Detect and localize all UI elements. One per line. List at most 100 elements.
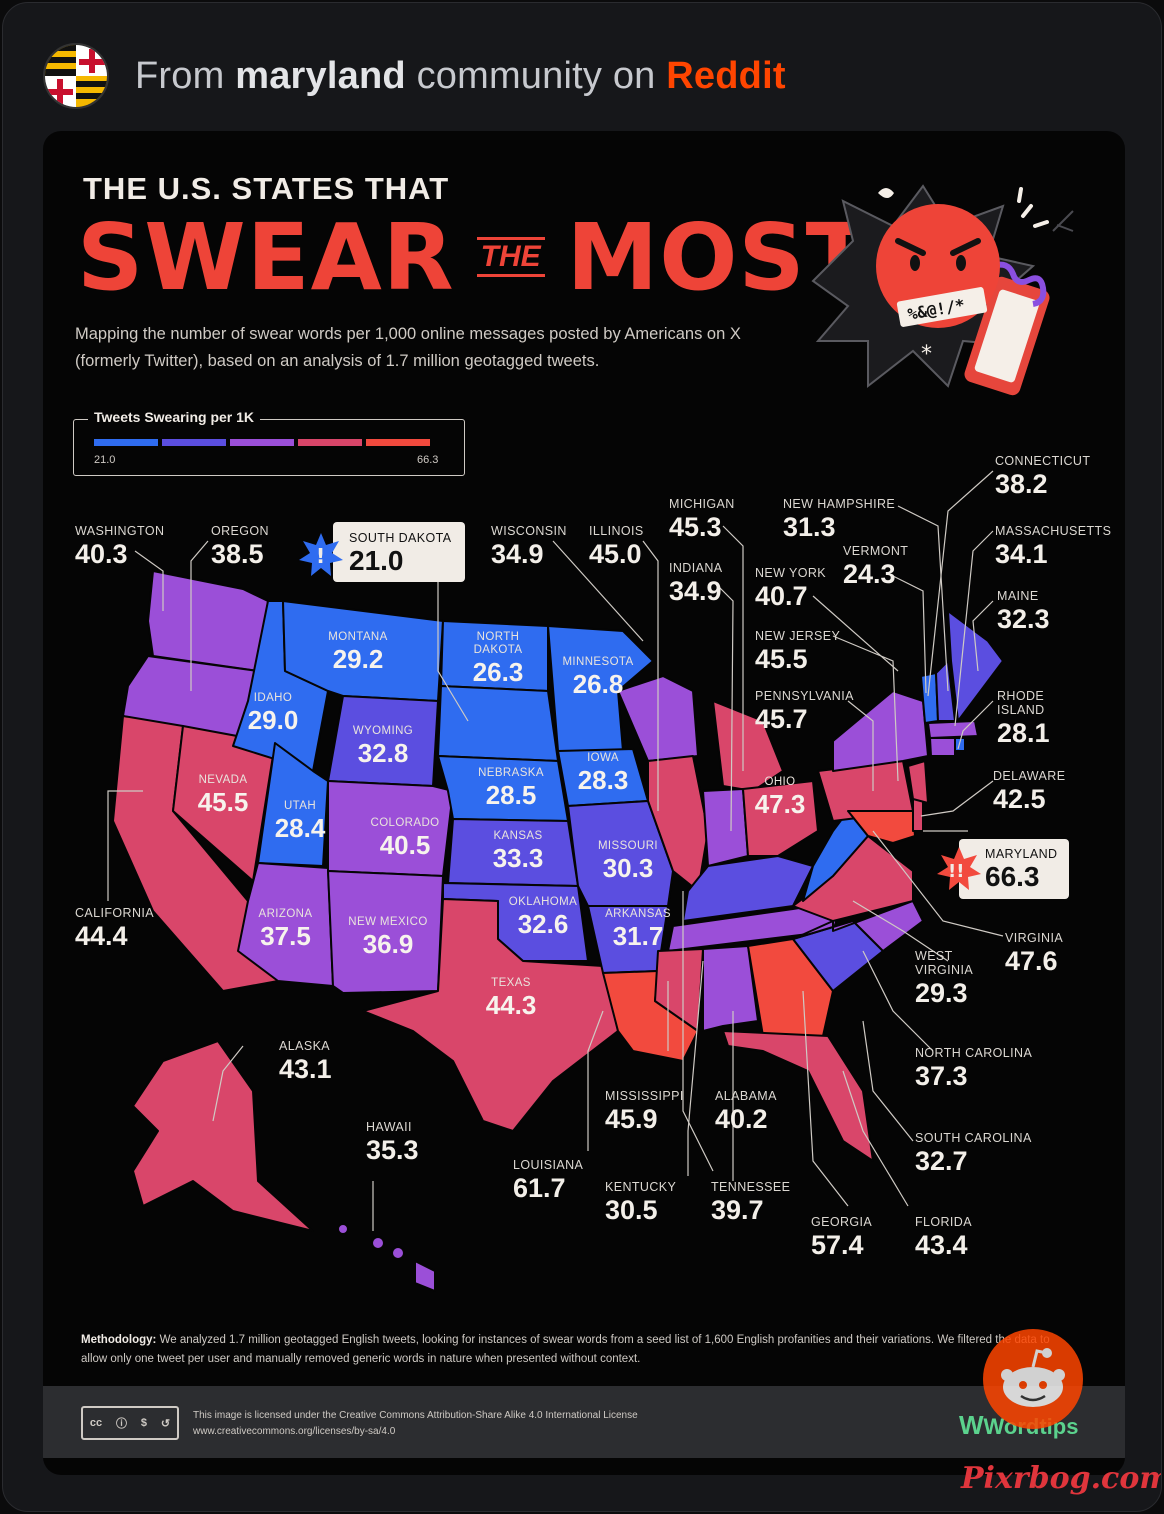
label-texas: TEXAS 44.3 <box>485 977 537 1020</box>
label-connecticut: CONNECTICUT 38.2 <box>995 454 1091 499</box>
label-vermont: VERMONT 24.3 <box>843 544 909 589</box>
footer-bar: cc ⓘ $ ↺ This image is licensed under the C… <box>43 1386 1125 1458</box>
label-alabama: ALABAMA 40.2 <box>715 1089 777 1134</box>
from-prefix: From <box>135 54 225 97</box>
reddit-icon <box>983 1329 1083 1429</box>
label-montana: MONTANA 29.2 <box>328 631 388 674</box>
label-california: CALIFORNIA 44.4 <box>75 906 155 951</box>
label-iowa: IOWA 28.3 <box>577 752 629 795</box>
state-indiana <box>702 788 749 867</box>
label-kansas: KANSAS 33.3 <box>492 830 544 873</box>
state-washington <box>147 570 269 672</box>
state-hawaii <box>337 1223 436 1292</box>
label-wisconsin: WISCONSIN 34.9 <box>491 524 567 569</box>
legend-swatch-5 <box>366 439 430 446</box>
legend-swatch-2 <box>162 439 226 446</box>
label-new-york: NEW YORK 40.7 <box>755 566 827 611</box>
callout-maryland: MARYLAND 66.3 <box>959 839 1069 899</box>
license-line2[interactable]: www.creativecommons.org/licenses/by-sa/4… <box>193 1426 396 1437</box>
label-maine: MAINE 32.3 <box>997 589 1050 634</box>
label-minnesota: MINNESOTA 26.8 <box>562 656 634 699</box>
state-south-dakota <box>437 685 559 762</box>
label-missouri: MISSOURI 30.3 <box>597 840 659 883</box>
label-south-carolina: SOUTH CAROLINA 32.7 <box>915 1131 1032 1176</box>
angry-face-illustration: %&@!/* * <box>811 184 1074 396</box>
label-massachusetts: MASSACHUSETTS 34.1 <box>995 524 1112 569</box>
legend-title: Tweets Swearing per 1K <box>88 409 261 425</box>
subtitle: Mapping the number of swear words per 1,… <box>75 325 741 370</box>
state-alabama <box>702 945 759 1032</box>
label-tennessee: TENNESSEE 39.7 <box>711 1180 791 1225</box>
state-massachusetts <box>927 720 979 739</box>
state-utah <box>257 742 329 867</box>
label-utah: UTAH 28.4 <box>274 800 326 843</box>
legend-swatch-4 <box>298 439 362 446</box>
state-alaska <box>132 1040 314 1232</box>
state-colorado <box>327 780 454 877</box>
us-map <box>107 470 1004 1292</box>
label-georgia: GEORGIA 57.4 <box>811 1215 873 1260</box>
legend-min: 21.0 <box>94 454 116 466</box>
svg-text:!: ! <box>316 544 325 568</box>
post-source: From maryland community on Reddit <box>135 55 786 98</box>
exclamation-burst-icon: !! <box>937 847 981 890</box>
leader-lines <box>107 470 1004 1231</box>
from-middle: community on <box>416 54 656 97</box>
callout-south-dakota: SOUTH DAKOTA 21.0 <box>333 522 465 582</box>
methodology-text: We analyzed 1.7 million geotagged Englis… <box>81 1334 1050 1365</box>
label-indiana: INDIANA 34.9 <box>669 561 723 606</box>
state-ohio <box>742 780 819 857</box>
label-hawaii: HAWAII 35.3 <box>366 1120 419 1165</box>
label-north-carolina: NORTH CAROLINA 37.3 <box>915 1046 1033 1091</box>
legend: Tweets Swearing per 1K 21.0 66.3 <box>73 409 465 476</box>
label-colorado: COLORADO 40.5 <box>370 817 440 860</box>
legend-swatch-3 <box>230 439 294 446</box>
legend-swatch-1 <box>94 439 158 446</box>
label-nebraska: NEBRASKA 28.5 <box>478 767 544 810</box>
label-arizona: ARIZONA 37.5 <box>258 908 313 951</box>
community-avatar[interactable] <box>43 43 109 109</box>
label-illinois: ILLINOIS 45.0 <box>589 524 644 569</box>
svg-text:!!: !! <box>948 861 964 882</box>
label-virginia: VIRGINIA 47.6 <box>1005 931 1064 976</box>
watermark: Pixrbog.com <box>961 1461 1162 1496</box>
label-nevada: NEVADA 45.5 <box>197 774 249 817</box>
methodology: Methodology: We analyzed 1.7 million geo… <box>81 1331 1071 1369</box>
label-idaho: IDAHO 29.0 <box>247 692 299 735</box>
label-mississippi: MISSISSIPPI 45.9 <box>605 1089 684 1134</box>
title-line1: THE U.S. STATES THAT <box>83 171 450 206</box>
license-line1: This image is licensed under the Creativ… <box>193 1410 638 1421</box>
label-louisiana: LOUISIANA 61.7 <box>513 1158 584 1203</box>
title-word-the: THE <box>476 237 545 277</box>
state-texas <box>362 898 619 1132</box>
label-new-jersey: NEW JERSEY 45.5 <box>755 629 841 674</box>
creative-commons-icon: cc ⓘ $ ↺ <box>81 1406 179 1440</box>
label-oregon: OREGON 38.5 <box>211 524 269 569</box>
label-oklahoma: OKLAHOMA 32.6 <box>508 896 578 939</box>
state-new-jersey <box>907 760 929 804</box>
label-kentucky: KENTUCKY 30.5 <box>605 1180 677 1225</box>
title-word-most: MOST <box>566 203 870 311</box>
state-connecticut <box>929 737 956 757</box>
label-wyoming: WYOMING 32.8 <box>352 725 414 768</box>
label-florida: FLORIDA 43.4 <box>915 1215 972 1260</box>
label-ohio: OHIO 47.3 <box>754 776 806 819</box>
title-main: SWEAR THE MOST <box>77 204 869 311</box>
label-north-dakota: NORTH DAKOTA 26.3 <box>472 631 524 687</box>
exclamation-burst-icon: ! <box>299 533 343 576</box>
label-rhode-island: RHODE ISLAND 28.1 <box>997 689 1050 748</box>
label-michigan: MICHIGAN 45.3 <box>669 497 735 542</box>
methodology-label: Methodology: <box>81 1334 157 1346</box>
infographic-image[interactable]: THE U.S. STATES THAT SWEAR THE MOST Mapp… <box>43 131 1125 1475</box>
reddit-link[interactable]: Reddit <box>666 54 786 97</box>
state-new-york <box>832 690 929 772</box>
post-header: From maryland community on Reddit <box>43 43 786 109</box>
community-link[interactable]: maryland <box>235 54 406 97</box>
phone-icon <box>964 276 1050 396</box>
label-washington: WASHINGTON 40.3 <box>75 524 165 569</box>
state-north-carolina <box>792 900 924 952</box>
label-new-mexico: NEW MEXICO 36.9 <box>348 916 428 959</box>
label-west-virginia: WEST VIRGINIA 29.3 <box>915 949 974 1008</box>
state-new-mexico <box>327 870 444 994</box>
